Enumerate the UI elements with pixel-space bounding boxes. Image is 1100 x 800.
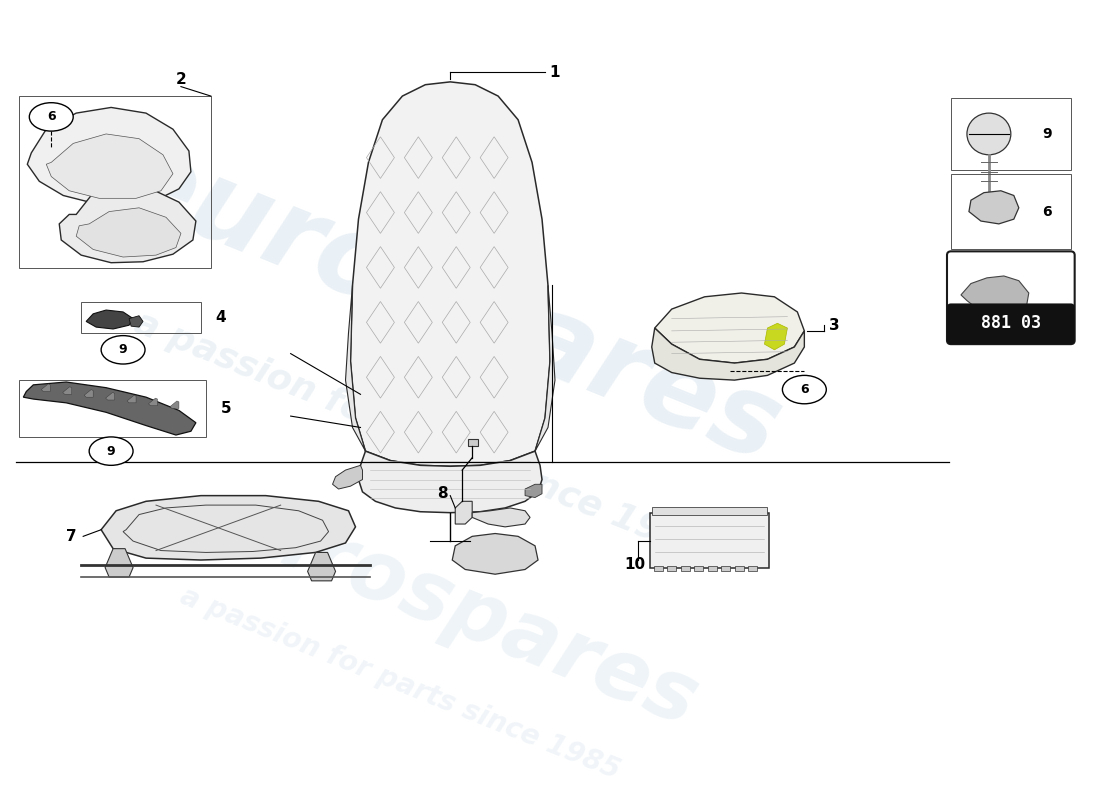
Bar bbox=[81, 302, 201, 333]
Text: 4: 4 bbox=[216, 310, 227, 325]
Circle shape bbox=[967, 113, 1011, 154]
Polygon shape bbox=[128, 395, 136, 403]
FancyBboxPatch shape bbox=[947, 303, 1075, 344]
Bar bbox=[694, 566, 703, 571]
Bar bbox=[707, 566, 716, 571]
Bar bbox=[469, 439, 478, 446]
Polygon shape bbox=[106, 549, 133, 577]
Polygon shape bbox=[345, 286, 365, 451]
Polygon shape bbox=[535, 286, 556, 451]
Text: 3: 3 bbox=[829, 318, 839, 333]
Polygon shape bbox=[974, 304, 1014, 322]
Polygon shape bbox=[85, 390, 94, 397]
Text: eurospares: eurospares bbox=[190, 471, 710, 744]
Text: 6: 6 bbox=[1042, 205, 1052, 218]
Text: 9: 9 bbox=[107, 445, 116, 458]
Bar bbox=[722, 566, 730, 571]
Ellipse shape bbox=[782, 375, 826, 404]
Polygon shape bbox=[46, 134, 173, 198]
Polygon shape bbox=[651, 328, 804, 380]
Ellipse shape bbox=[101, 336, 145, 364]
Text: a passion for parts since 1985: a passion for parts since 1985 bbox=[176, 582, 625, 785]
Bar bbox=[735, 566, 744, 571]
Bar bbox=[651, 507, 768, 514]
Polygon shape bbox=[452, 534, 538, 574]
Polygon shape bbox=[63, 386, 72, 394]
Bar bbox=[20, 380, 206, 437]
Text: 5: 5 bbox=[220, 401, 231, 416]
Bar bbox=[748, 566, 757, 571]
Polygon shape bbox=[148, 398, 157, 406]
Bar bbox=[20, 96, 211, 268]
Polygon shape bbox=[42, 384, 51, 391]
Polygon shape bbox=[359, 451, 542, 513]
Text: 10: 10 bbox=[624, 558, 646, 572]
Text: 881 03: 881 03 bbox=[981, 314, 1041, 332]
Text: 6: 6 bbox=[47, 110, 56, 123]
Text: 9: 9 bbox=[1042, 127, 1052, 141]
Polygon shape bbox=[59, 186, 196, 262]
Polygon shape bbox=[28, 107, 191, 205]
Polygon shape bbox=[308, 553, 336, 581]
Polygon shape bbox=[961, 276, 1028, 314]
Ellipse shape bbox=[89, 437, 133, 466]
Text: a passion for parts since 1985: a passion for parts since 1985 bbox=[129, 306, 712, 568]
Text: 2: 2 bbox=[176, 71, 186, 86]
Bar bbox=[653, 566, 662, 571]
Polygon shape bbox=[332, 466, 363, 489]
Ellipse shape bbox=[30, 102, 74, 131]
Polygon shape bbox=[86, 310, 133, 329]
Bar bbox=[952, 174, 1070, 250]
Polygon shape bbox=[472, 508, 530, 527]
Polygon shape bbox=[76, 208, 180, 257]
Polygon shape bbox=[106, 393, 114, 400]
Bar bbox=[650, 513, 769, 567]
Text: eurospares: eurospares bbox=[104, 123, 796, 486]
Polygon shape bbox=[525, 484, 542, 498]
Polygon shape bbox=[170, 401, 179, 409]
Bar bbox=[668, 566, 676, 571]
Polygon shape bbox=[969, 190, 1019, 224]
Text: 6: 6 bbox=[800, 383, 808, 396]
Text: 1: 1 bbox=[550, 65, 560, 80]
FancyBboxPatch shape bbox=[947, 251, 1075, 344]
Polygon shape bbox=[351, 82, 550, 466]
Polygon shape bbox=[654, 293, 804, 363]
Text: 8: 8 bbox=[437, 486, 448, 502]
Text: 9: 9 bbox=[119, 343, 128, 356]
Polygon shape bbox=[23, 382, 196, 435]
Polygon shape bbox=[455, 502, 472, 524]
Polygon shape bbox=[129, 316, 143, 327]
Bar bbox=[681, 566, 690, 571]
Polygon shape bbox=[101, 496, 355, 560]
Bar bbox=[952, 98, 1070, 170]
Polygon shape bbox=[764, 323, 788, 350]
Text: 7: 7 bbox=[66, 529, 77, 544]
